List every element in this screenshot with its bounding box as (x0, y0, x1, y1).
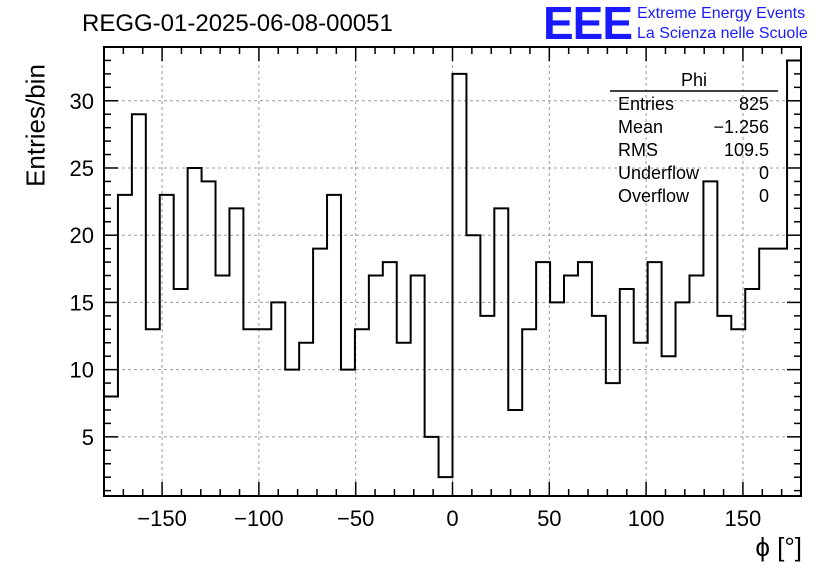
histogram-bin (188, 168, 202, 496)
histogram-bin (620, 289, 634, 496)
histogram-bin (439, 477, 453, 496)
histogram-bin (787, 60, 801, 496)
histogram-bin (243, 329, 257, 496)
x-tick-label: −100 (234, 506, 284, 531)
x-tick-label: −150 (137, 506, 187, 531)
histogram-bin (606, 383, 620, 496)
histogram-bin (480, 316, 494, 496)
histogram-bin (494, 208, 508, 496)
histogram-bin (689, 276, 703, 496)
histogram-bin (703, 181, 717, 496)
histogram-bin (327, 195, 341, 496)
chart-title: REGG-01-2025-06-08-00051 (82, 10, 393, 37)
histogram-bin (662, 356, 676, 496)
y-axis-label: Entries/bin (20, 64, 51, 187)
stats-label: RMS (618, 140, 658, 160)
axis-ticks (103, 46, 802, 496)
logo-line-2: La Scienza nelle Scuole (637, 25, 808, 42)
histogram-bin (564, 276, 578, 496)
histogram-bin (271, 302, 285, 496)
histogram-bin (257, 329, 271, 496)
stats-value: 0 (759, 163, 769, 183)
histogram-bin (634, 343, 648, 496)
stats-value: 109.5 (724, 140, 769, 160)
histogram-bin (202, 181, 216, 496)
y-tick-label: 25 (70, 156, 94, 181)
histogram-bin (104, 397, 118, 496)
histogram-bin (369, 276, 383, 496)
x-tick-label: 150 (725, 506, 762, 531)
tick-labels: −150 −100 −50 0 50 100 150 5 10 15 20 25 30 (70, 89, 762, 531)
histogram-outline (104, 59, 801, 479)
stats-label: Overflow (618, 186, 690, 206)
x-tick-label: 0 (446, 506, 458, 531)
histogram-bin (313, 249, 327, 496)
y-tick-label: 30 (70, 89, 94, 114)
y-tick-label: 20 (70, 223, 94, 248)
histogram-bin (425, 437, 439, 496)
logo-line-1: Extreme Energy Events (637, 5, 806, 22)
histogram-bin (536, 262, 550, 496)
histogram-bin (466, 235, 480, 496)
histogram-bin (229, 208, 243, 496)
histogram-bin (717, 316, 731, 496)
x-tick-label: 50 (537, 506, 561, 531)
y-tick-label: 5 (82, 425, 94, 450)
histogram-bin (355, 329, 369, 496)
histogram-bin (216, 276, 230, 496)
histogram-bin (759, 249, 773, 496)
histogram-bin (648, 262, 662, 496)
histogram-bin (592, 316, 606, 496)
eee-logo: EEE (543, 0, 633, 49)
stats-value: 0 (759, 186, 769, 206)
stats-name: Phi (681, 70, 707, 90)
stats-box: Phi Entries 825 Mean −1.256 RMS 109.5 Underflow… (610, 70, 778, 206)
stats-label: Entries (618, 94, 674, 114)
histogram-bin (118, 195, 132, 496)
histogram-bin (550, 302, 564, 496)
y-tick-label: 15 (70, 290, 94, 315)
x-axis-label: ϕ [°] (755, 532, 802, 562)
histogram-bin (676, 302, 690, 496)
histogram-bin (578, 262, 592, 496)
histogram-bin (299, 343, 313, 496)
histogram-bin (411, 276, 425, 496)
stats-label: Underflow (618, 163, 700, 183)
y-tick-label: 10 (70, 358, 94, 383)
histogram-bin (508, 410, 522, 496)
histogram-bin (146, 329, 160, 496)
histogram-bin (745, 289, 759, 496)
histogram-bin (285, 370, 299, 496)
histogram-bin (132, 114, 146, 496)
histogram-bars (104, 59, 801, 496)
histogram-bin (341, 370, 355, 496)
stats-label: Mean (618, 117, 663, 137)
histogram-bin (453, 74, 467, 496)
histogram-bin (397, 343, 411, 496)
x-tick-label: 100 (628, 506, 665, 531)
histogram-bin (773, 249, 787, 496)
histogram-bin (174, 289, 188, 496)
stats-value: −1.256 (713, 117, 769, 137)
histogram-bin (522, 329, 536, 496)
x-tick-label: −50 (337, 506, 374, 531)
histogram-bin (383, 262, 397, 496)
stats-value: 825 (739, 94, 769, 114)
